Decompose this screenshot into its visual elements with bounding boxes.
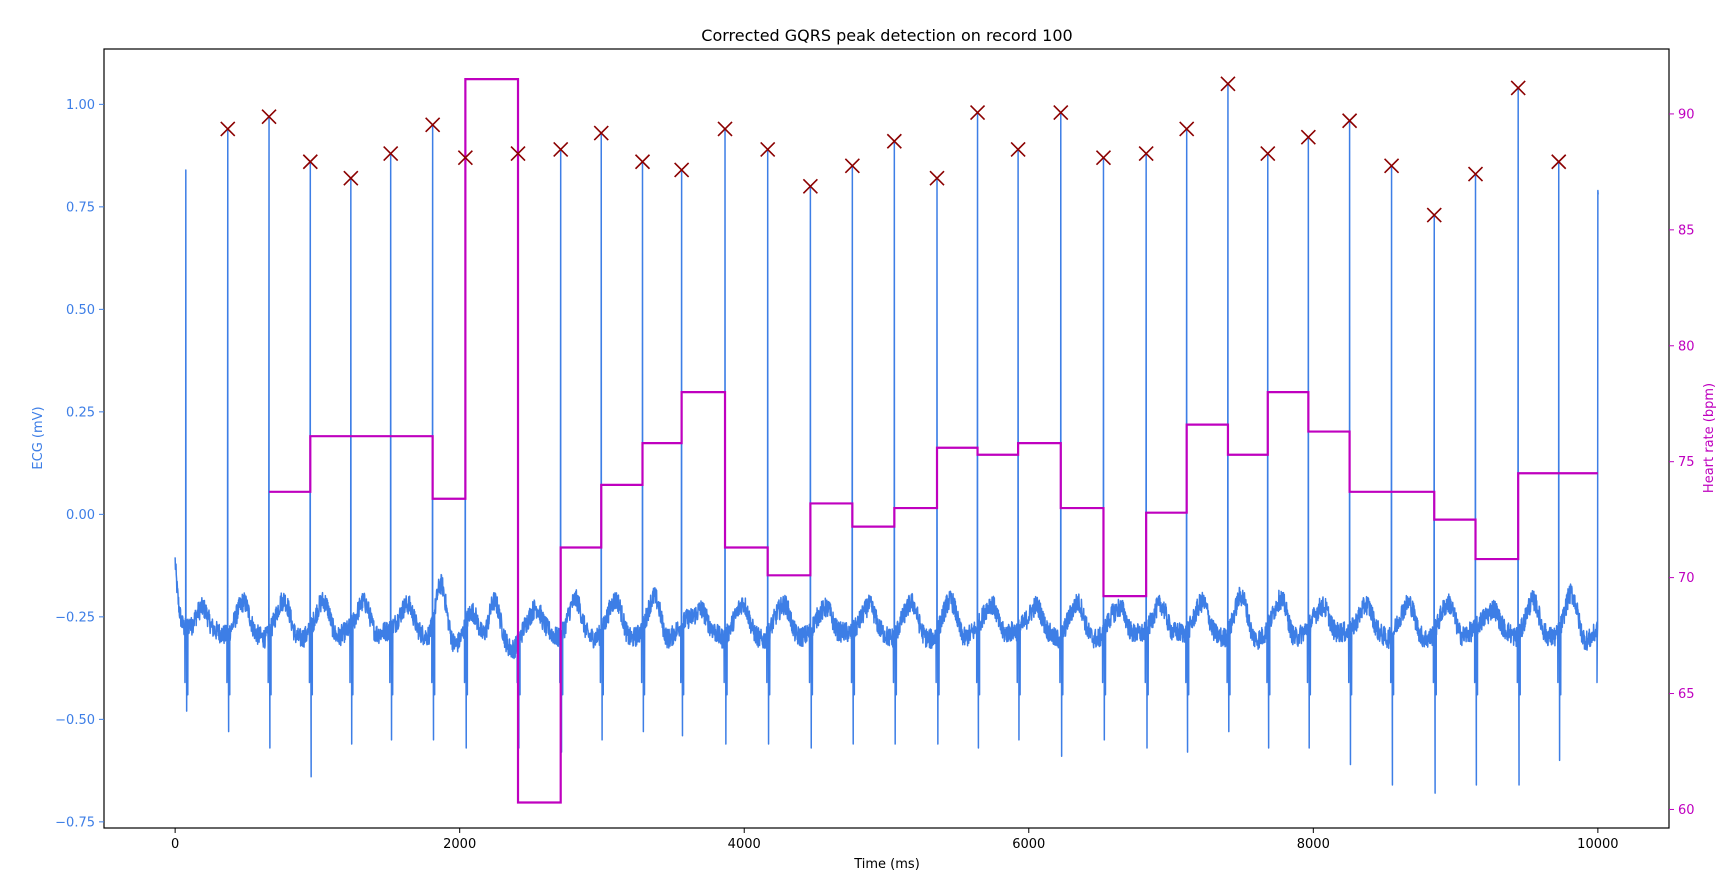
peak-marker xyxy=(1342,113,1358,129)
peak-marker xyxy=(844,158,860,174)
x-tick-label: 6000 xyxy=(1012,837,1045,852)
peak-marker xyxy=(1010,141,1026,158)
peak-marker xyxy=(634,154,651,170)
peak-marker xyxy=(886,133,902,149)
peak-marker xyxy=(1095,150,1112,166)
right-y-tick-label: 90 xyxy=(1678,107,1695,122)
left-y-tick-label: 0.00 xyxy=(66,508,95,523)
peak-marker xyxy=(802,178,818,194)
peak-marker xyxy=(717,121,733,137)
right-y-axis: 60 65 70 75 80 85 90 xyxy=(1669,107,1695,818)
peak-marker xyxy=(1510,80,1526,96)
peak-marker xyxy=(1179,121,1195,137)
peak-marker xyxy=(510,145,526,162)
peak-marker xyxy=(261,109,277,125)
plot-area xyxy=(174,76,1599,804)
peak-marker xyxy=(1300,129,1316,145)
x-tick-label: 2000 xyxy=(443,837,476,852)
right-y-tick-label: 60 xyxy=(1678,803,1695,818)
left-y-tick-label: 0.25 xyxy=(66,405,95,420)
right-y-tick-label: 80 xyxy=(1678,339,1695,354)
left-y-axis: −0.75 −0.50 −0.25 0.00 0.25 0.50 0.75 1.00 xyxy=(55,98,104,830)
right-y-tick-label: 65 xyxy=(1678,687,1695,702)
peak-marker xyxy=(553,141,569,158)
peak-marker xyxy=(302,154,318,170)
right-y-tick-label: 75 xyxy=(1678,455,1695,470)
peak-marker xyxy=(674,162,690,178)
peak-marker xyxy=(383,145,399,162)
x-axis: 0 2000 4000 6000 8000 10000 xyxy=(171,828,1619,852)
left-y-tick-label: 0.50 xyxy=(66,303,95,318)
peak-marker xyxy=(1551,154,1567,170)
peak-marker xyxy=(220,121,236,137)
peak-marker xyxy=(760,141,776,158)
left-y-tick-label: −0.75 xyxy=(55,815,95,830)
left-y-tick-label: −0.50 xyxy=(55,713,95,728)
peak-marker xyxy=(1426,207,1442,223)
ecg-trace xyxy=(174,83,1599,794)
peak-marker xyxy=(1138,145,1154,162)
peak-marker xyxy=(969,104,986,121)
x-tick-label: 0 xyxy=(171,837,179,852)
left-y-tick-label: 0.75 xyxy=(66,200,95,215)
chart-title: Corrected GQRS peak detection on record … xyxy=(701,26,1072,45)
peak-marker xyxy=(457,150,473,166)
peak-marker xyxy=(1220,76,1236,92)
right-y-axis-label: Heart rate (bpm) xyxy=(1702,383,1717,493)
peak-marker xyxy=(1053,104,1069,121)
right-y-tick-label: 70 xyxy=(1678,571,1695,586)
x-tick-label: 4000 xyxy=(728,837,761,852)
peak-marker xyxy=(1384,158,1400,174)
peak-marker xyxy=(425,117,441,133)
peak-marker xyxy=(1467,166,1484,182)
peak-marker xyxy=(929,170,945,186)
right-y-tick-label: 85 xyxy=(1678,223,1695,238)
plot-frame xyxy=(103,48,1670,829)
heart-rate-step-line xyxy=(269,78,1598,804)
peak-marker xyxy=(1260,145,1276,162)
x-tick-label: 10000 xyxy=(1577,837,1618,852)
peak-marker xyxy=(593,125,609,141)
left-y-tick-label: −0.25 xyxy=(55,610,95,625)
x-axis-label: Time (ms) xyxy=(853,857,920,872)
left-y-tick-label: 1.00 xyxy=(66,98,95,113)
x-tick-label: 8000 xyxy=(1297,837,1330,852)
left-y-axis-label: ECG (mV) xyxy=(31,406,46,469)
peak-marker xyxy=(343,170,359,186)
